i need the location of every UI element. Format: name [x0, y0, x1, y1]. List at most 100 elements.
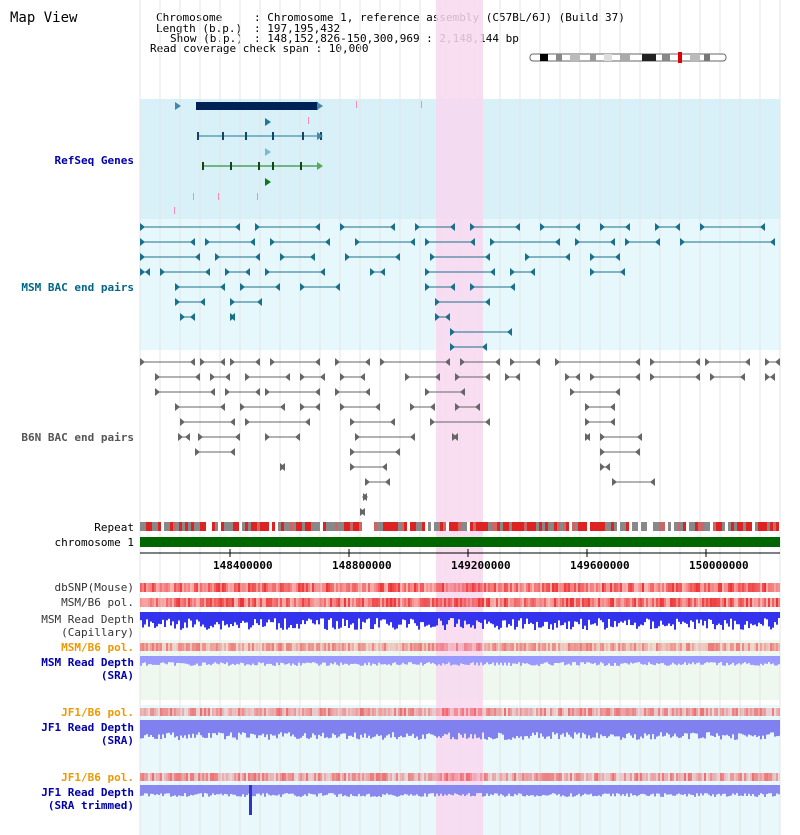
read-depth-bar: [336, 785, 338, 797]
b6n-bac-end: [637, 433, 642, 441]
read-depth-bar: [712, 785, 714, 795]
polymorphism-bar: [694, 773, 696, 781]
repeat-segment: [248, 522, 251, 531]
polymorphism-bar: [286, 773, 288, 781]
read-depth-bar: [620, 612, 622, 622]
polymorphism-bar: [156, 708, 158, 716]
b6n-bac-end: [255, 358, 260, 366]
polymorphism-bar: [418, 773, 420, 781]
b6n-bac-end: [695, 358, 700, 366]
msm-bac-end: [215, 253, 220, 261]
polymorphism-bar: [614, 708, 616, 716]
polymorphism-bar: [656, 773, 658, 781]
polymorphism-bar: [198, 708, 200, 716]
polymorphism-bar: [298, 583, 300, 592]
gene-block: [196, 102, 318, 110]
read-depth-bar: [374, 720, 376, 737]
polymorphism-bar: [708, 643, 710, 651]
polymorphism-bar: [774, 583, 776, 592]
read-depth-bar: [596, 656, 598, 666]
repeat-segment: [374, 522, 377, 531]
polymorphism-bar: [734, 583, 736, 592]
read-depth-bar: [698, 612, 700, 624]
polymorphism-bar: [146, 773, 148, 781]
repeat-segment: [323, 522, 326, 531]
polymorphism-bar: [194, 598, 196, 607]
read-depth-bar: [396, 785, 398, 797]
polymorphism-bar: [340, 773, 342, 781]
msm-bac-end: [610, 238, 615, 246]
polymorphism-bar: [704, 773, 706, 781]
b6n-bac-end: [235, 433, 240, 441]
repeat-segment: [617, 522, 620, 531]
read-depth-bar: [606, 785, 608, 794]
polymorphism-bar: [568, 583, 570, 592]
polymorphism-bar: [646, 583, 648, 592]
polymorphism-bar: [228, 643, 230, 651]
read-depth-bar: [474, 656, 476, 666]
read-depth-bar: [608, 785, 610, 794]
polymorphism-bar: [750, 643, 752, 651]
b6n-bac-end: [200, 358, 205, 366]
read-depth-bar: [164, 612, 166, 627]
read-depth-bar: [364, 785, 366, 797]
msm-bac-end: [175, 298, 180, 306]
polymorphism-bar: [656, 643, 658, 651]
polymorphism-bar: [724, 708, 726, 716]
snp-mark: [257, 193, 258, 200]
polymorphism-bar: [390, 773, 392, 781]
b6n-bac-end: [515, 373, 520, 381]
polymorphism-bar: [754, 583, 756, 592]
b6n-bac-end: [155, 388, 160, 396]
polymorphism-bar: [538, 643, 540, 651]
polymorphism-bar: [622, 773, 624, 781]
polymorphism-bar: [458, 583, 460, 592]
polymorphism-bar: [418, 598, 420, 607]
read-depth-bar: [740, 785, 742, 796]
read-depth-bar: [498, 720, 500, 733]
read-depth-bar: [192, 612, 194, 628]
polymorphism-bar: [502, 643, 504, 651]
b6n-bac-end: [430, 418, 435, 426]
polymorphism-bar: [494, 773, 496, 781]
read-depth-bar: [158, 785, 160, 795]
b6n-bac-end: [220, 403, 225, 411]
read-depth-bar: [302, 656, 304, 664]
read-depth-bar: [216, 612, 218, 623]
polymorphism-bar: [284, 598, 286, 607]
polymorphism-bar: [658, 583, 660, 592]
read-depth-bar: [566, 785, 568, 797]
polymorphism-bar: [582, 708, 584, 716]
read-depth-bar: [230, 612, 232, 624]
polymorphism-bar: [756, 773, 758, 781]
polymorphism-bar: [438, 773, 440, 781]
polymorphism-bar: [612, 708, 614, 716]
read-depth-bar: [368, 656, 370, 663]
read-depth-bar: [768, 785, 770, 794]
polymorphism-bar: [260, 708, 262, 716]
polymorphism-bar: [340, 598, 342, 607]
polymorphism-bar: [516, 773, 518, 781]
polymorphism-bar: [632, 708, 634, 716]
read-depth-bar: [760, 785, 762, 794]
polymorphism-bar: [738, 708, 740, 716]
polymorphism-bar: [416, 583, 418, 592]
polymorphism-bar: [362, 643, 364, 651]
polymorphism-bar: [748, 643, 750, 651]
polymorphism-bar: [196, 583, 198, 592]
polymorphism-bar: [516, 598, 518, 607]
read-depth-bar: [510, 612, 512, 626]
polymorphism-bar: [518, 708, 520, 716]
polymorphism-bar: [742, 598, 744, 607]
read-depth-bar: [576, 720, 578, 735]
polymorphism-bar: [216, 643, 218, 651]
read-depth-bar: [312, 785, 314, 795]
polymorphism-bar: [606, 773, 608, 781]
polymorphism-bar: [324, 773, 326, 781]
polymorphism-bar: [302, 583, 304, 592]
b6n-bac-end: [435, 373, 440, 381]
read-depth-bar: [532, 612, 534, 625]
polymorphism-bar: [200, 643, 202, 651]
polymorphism-bar: [234, 598, 236, 607]
